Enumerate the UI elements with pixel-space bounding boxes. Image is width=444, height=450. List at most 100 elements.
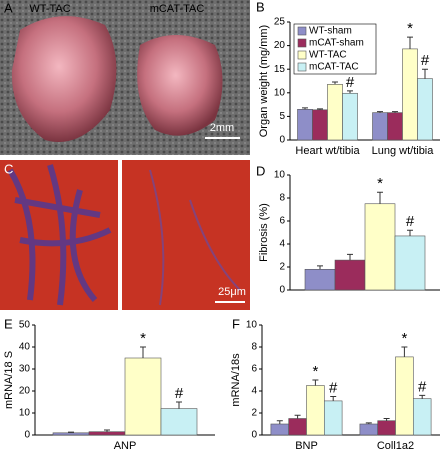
- error-bar: [377, 191, 383, 204]
- error-bar: [407, 229, 413, 236]
- annotation: *: [401, 330, 407, 347]
- panel-label: D: [256, 163, 265, 178]
- error-bar: [401, 346, 408, 357]
- bar: [270, 423, 289, 436]
- error-bar: [330, 396, 337, 401]
- y-tick-label: 0: [24, 430, 30, 441]
- y-tick-label: 25: [274, 17, 286, 28]
- bar: [124, 357, 162, 436]
- y-tick-label: 8: [251, 342, 257, 353]
- y-tick-label: 0: [279, 135, 285, 146]
- y-tick-label: 4: [251, 386, 257, 397]
- error-bar: [317, 265, 323, 270]
- bar: [306, 385, 325, 436]
- error-bar: [302, 107, 308, 110]
- error-bar: [377, 111, 383, 113]
- y-tick-label: 10: [246, 320, 258, 331]
- bar: [359, 423, 378, 436]
- legend-swatch: [297, 38, 307, 48]
- x-tick-label: ANP: [114, 440, 137, 450]
- bar: [387, 112, 403, 141]
- y-tick-label: 10: [274, 170, 286, 181]
- annotation: *: [377, 175, 383, 192]
- error-bar: [365, 422, 372, 424]
- x-tick-label: Coll1a2: [377, 440, 414, 450]
- photo-label: WT-TAC: [29, 3, 70, 15]
- legend-swatch: [297, 50, 307, 60]
- y-tick-label: 8: [279, 193, 285, 204]
- y-axis-label: mRNA/18s: [230, 353, 242, 407]
- error-bar: [407, 36, 413, 49]
- error-bar: [176, 401, 182, 409]
- error-bar: [104, 429, 110, 432]
- scale-bar-label: 25μm: [218, 286, 246, 298]
- bar: [334, 259, 366, 291]
- error-bar: [312, 379, 319, 386]
- y-tick-label: 10: [19, 408, 31, 419]
- bar: [88, 431, 126, 436]
- bar: [364, 203, 396, 291]
- bar: [297, 109, 313, 141]
- error-bar: [140, 346, 146, 358]
- legend-swatch: [297, 62, 307, 72]
- panel-label: C: [4, 161, 13, 176]
- legend-label: WT-TAC: [309, 50, 347, 61]
- y-tick-label: 30: [19, 364, 31, 375]
- legend-box: [293, 23, 377, 75]
- annotation: #: [175, 385, 184, 402]
- scale-bar-label: 2mm: [210, 122, 234, 134]
- error-bar: [317, 108, 323, 110]
- bar: [395, 356, 414, 436]
- bar: [288, 418, 307, 436]
- y-tick-label: 6: [251, 364, 257, 375]
- error-bar: [347, 90, 353, 94]
- error-bar: [347, 253, 353, 261]
- annotation: *: [140, 330, 146, 347]
- bar: [412, 398, 432, 436]
- bar: [402, 48, 418, 141]
- error-bar: [383, 418, 390, 421]
- error-bar: [419, 394, 426, 399]
- bar: [417, 78, 433, 141]
- annotation: #: [421, 52, 430, 69]
- bar: [394, 235, 426, 291]
- bar: [312, 109, 328, 141]
- bar: [342, 92, 358, 141]
- y-tick-label: 10: [274, 87, 286, 98]
- photo-a: [0, 0, 250, 155]
- legend-label: mCAT-sham: [309, 38, 364, 49]
- annotation: *: [312, 363, 318, 380]
- y-tick-label: 2: [251, 408, 257, 419]
- y-tick-label: 0: [251, 430, 257, 441]
- x-tick-label: BNP: [295, 440, 318, 450]
- annotation: #: [406, 213, 415, 230]
- y-tick-label: 6: [279, 216, 285, 227]
- bar: [327, 84, 343, 141]
- y-tick-label: 50: [19, 320, 31, 331]
- panel-label: F: [232, 316, 240, 331]
- y-axis-label: Fibrosis (%): [258, 203, 270, 262]
- photo-label: mCAT-TAC: [150, 3, 205, 15]
- y-tick-label: 2: [279, 262, 285, 273]
- panel-label: E: [4, 316, 13, 331]
- bar: [304, 268, 336, 291]
- y-tick-label: 40: [19, 342, 31, 353]
- legend-swatch: [297, 26, 307, 36]
- annotation: #: [346, 74, 355, 91]
- error-bar: [68, 431, 74, 433]
- y-tick-label: 5: [279, 111, 285, 122]
- annotation: #: [418, 378, 427, 395]
- y-axis-label: Organ weight (mg/mm): [258, 25, 270, 137]
- bar: [52, 432, 90, 436]
- y-tick-label: 20: [19, 386, 31, 397]
- error-bar: [332, 81, 338, 85]
- error-bar: [294, 414, 301, 419]
- y-axis-label: mRNA/18 S: [3, 351, 15, 409]
- error-bar: [276, 420, 283, 424]
- panel-label: B: [256, 0, 265, 14]
- error-bar: [422, 68, 428, 79]
- y-tick-label: 15: [274, 64, 286, 75]
- y-tick-label: 4: [279, 239, 285, 250]
